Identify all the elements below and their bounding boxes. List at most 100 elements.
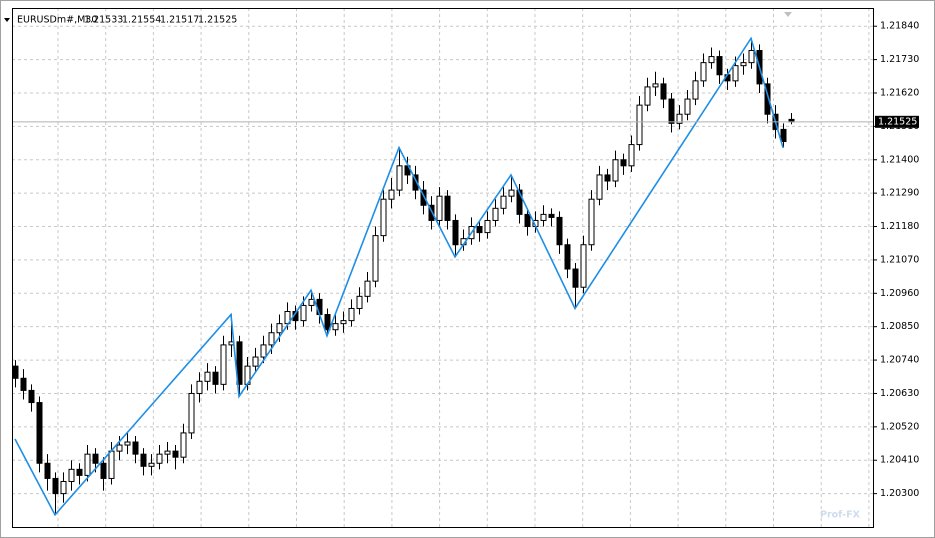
candle-body xyxy=(180,432,187,458)
y-tick-label: 1.21840 xyxy=(880,21,919,32)
candle-body xyxy=(276,323,283,334)
candle xyxy=(644,77,651,112)
candle-body xyxy=(572,268,579,288)
candle xyxy=(212,366,219,394)
candle-body xyxy=(508,189,515,197)
y-tick-label: 1.20740 xyxy=(880,355,919,366)
candle xyxy=(172,445,179,470)
symbol: EURUSDm#,M30 xyxy=(17,15,97,26)
candle-body xyxy=(44,462,51,479)
candle xyxy=(556,211,563,254)
candle xyxy=(708,47,715,69)
candle xyxy=(124,432,131,455)
candle xyxy=(500,187,507,215)
candle-body xyxy=(132,441,139,455)
candle xyxy=(668,92,675,133)
candle-body xyxy=(236,341,243,385)
candle-body xyxy=(332,323,339,331)
candle-body xyxy=(220,344,227,385)
menu-arrow[interactable] xyxy=(4,18,10,22)
y-tick-label: 1.20520 xyxy=(880,421,919,432)
candle-body xyxy=(452,219,459,246)
candle xyxy=(196,372,203,403)
y-tick-label: 1.21400 xyxy=(880,154,919,165)
candle-body xyxy=(100,462,107,479)
candle xyxy=(188,384,195,439)
candle xyxy=(364,272,371,303)
candle xyxy=(452,214,459,257)
candle xyxy=(660,77,667,109)
candle xyxy=(116,435,123,461)
candle-body xyxy=(196,380,203,394)
candle-body xyxy=(348,307,355,322)
candle xyxy=(588,190,595,251)
candle xyxy=(52,472,59,515)
candle xyxy=(692,71,699,106)
y-tick-label: 1.20410 xyxy=(880,455,919,466)
candle-body xyxy=(212,371,219,385)
candle-body xyxy=(564,244,571,270)
candle xyxy=(236,335,243,397)
candle-body xyxy=(124,441,131,446)
candle xyxy=(148,454,155,476)
candle-body xyxy=(748,49,755,64)
candle-body xyxy=(612,159,619,182)
candle-body xyxy=(604,174,611,182)
candle xyxy=(388,177,395,209)
candle-body xyxy=(356,295,363,309)
candle xyxy=(548,208,555,227)
candle-body xyxy=(52,477,59,495)
candle-body xyxy=(524,213,531,228)
candle-body xyxy=(668,98,675,124)
candle-body xyxy=(116,444,123,452)
candle-body xyxy=(436,195,443,221)
candle-body xyxy=(588,198,595,246)
candle-body xyxy=(596,174,603,200)
candle xyxy=(676,105,683,130)
candle-body xyxy=(20,377,27,391)
candle xyxy=(580,235,587,294)
candle-body xyxy=(380,198,387,237)
candle-body xyxy=(36,402,43,464)
candle-body xyxy=(372,235,379,282)
candle xyxy=(36,396,43,473)
candle xyxy=(516,184,523,224)
candle-body xyxy=(140,453,147,467)
candle xyxy=(428,196,435,230)
candle-body xyxy=(780,128,787,143)
candle xyxy=(700,53,707,87)
candle xyxy=(84,445,91,482)
y-tick-label: 1.21070 xyxy=(880,254,919,265)
candle xyxy=(324,308,331,336)
header-low: 1.21517 xyxy=(160,15,199,26)
header-high: 1.21554 xyxy=(122,15,161,26)
candle xyxy=(740,53,747,75)
candle xyxy=(540,205,547,227)
candle xyxy=(564,238,571,279)
candle xyxy=(612,150,619,188)
candle xyxy=(420,181,427,215)
candle xyxy=(180,423,187,464)
candle-body xyxy=(156,453,163,464)
candle xyxy=(604,168,611,191)
candle-body xyxy=(84,453,91,476)
candle-body xyxy=(444,195,451,221)
candle xyxy=(444,190,451,230)
candle-body xyxy=(700,62,707,82)
candle-body xyxy=(660,83,667,100)
candle xyxy=(372,226,379,288)
candle-body xyxy=(172,450,179,458)
candle-body xyxy=(60,480,67,495)
candle-body xyxy=(12,365,19,379)
y-tick-label: 1.20850 xyxy=(880,321,919,332)
candle-body xyxy=(188,392,195,434)
candle-body xyxy=(396,165,403,191)
candle xyxy=(780,123,787,148)
candle xyxy=(140,448,147,476)
candle-body xyxy=(308,298,315,306)
y-tick-label: 1.21290 xyxy=(880,188,919,199)
candle xyxy=(204,363,211,391)
candle xyxy=(508,174,515,203)
